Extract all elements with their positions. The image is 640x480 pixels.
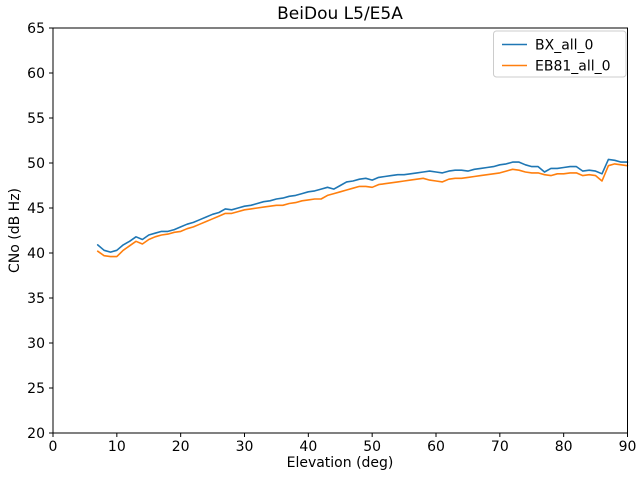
y-tick-label: 35 <box>27 291 45 307</box>
legend: BX_all_0 EB81_all_0 <box>493 30 627 78</box>
y-axis-label: CNo (dB Hz) <box>7 188 23 273</box>
x-tick-label: 0 <box>49 439 58 455</box>
y-axis-ticks: 20 25 30 35 40 45 50 55 60 65 <box>27 21 53 442</box>
series-line-BX_all_0 <box>96 158 629 253</box>
y-tick-label: 65 <box>27 21 45 37</box>
x-tick-label: 90 <box>619 439 637 455</box>
x-tick-label: 10 <box>108 439 126 455</box>
y-tick-label: 45 <box>27 201 45 217</box>
y-tick-label: 20 <box>27 426 45 442</box>
x-tick-label: 60 <box>427 439 445 455</box>
legend-label-bx: BX_all_0 <box>535 38 593 54</box>
y-tick-label: 25 <box>27 381 45 397</box>
y-tick-label: 40 <box>27 246 45 262</box>
series-lines <box>96 158 629 258</box>
x-axis-ticks: 0 10 20 30 40 50 60 70 80 90 <box>49 433 637 455</box>
legend-label-eb81: EB81_all_0 <box>535 59 611 75</box>
x-axis-label: Elevation (deg) <box>287 455 394 471</box>
plot-border <box>52 27 628 434</box>
y-tick-label: 55 <box>27 111 45 127</box>
y-tick-label: 60 <box>27 66 45 82</box>
x-tick-label: 30 <box>236 439 254 455</box>
x-tick-label: 70 <box>491 439 509 455</box>
x-tick-label: 50 <box>363 439 381 455</box>
x-tick-label: 40 <box>299 439 317 455</box>
series-line-EB81_all_0 <box>96 163 629 258</box>
y-tick-label: 50 <box>27 156 45 172</box>
x-tick-label: 20 <box>172 439 190 455</box>
x-tick-label: 80 <box>555 439 573 455</box>
plot-area <box>53 28 628 433</box>
chart-title: BeiDou L5/E5A <box>277 4 403 24</box>
y-tick-label: 30 <box>27 336 45 352</box>
